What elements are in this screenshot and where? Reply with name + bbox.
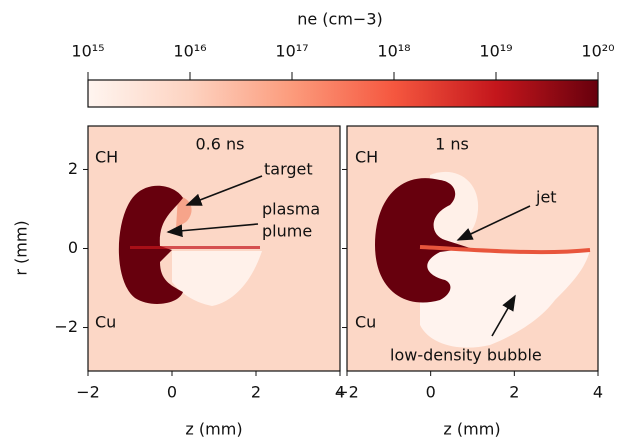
x-tick-label: −2 bbox=[335, 383, 359, 402]
x-axis-label: z (mm) bbox=[185, 420, 242, 439]
x-tick-label: 2 bbox=[251, 383, 261, 402]
colorbar-tick-label: 10¹⁷ bbox=[275, 42, 308, 61]
annotation: low-density bubble bbox=[390, 346, 542, 365]
annotation: plume bbox=[262, 222, 312, 241]
annotation: Cu bbox=[95, 313, 116, 332]
x-tick-label: 2 bbox=[509, 383, 519, 402]
colorbar-tick-label: 10¹⁹ bbox=[479, 42, 512, 61]
colorbar-tick-label: 10¹⁵ bbox=[71, 42, 104, 61]
annotation: CH bbox=[355, 148, 378, 167]
x-tick-label: 0 bbox=[426, 383, 436, 402]
colorbar-label: ne (cm−3) bbox=[297, 10, 383, 29]
annotation: CH bbox=[95, 148, 118, 167]
x-tick-label: 0 bbox=[167, 383, 177, 402]
annotation: target bbox=[264, 160, 313, 179]
y-axis-label: r (mm) bbox=[12, 220, 31, 275]
colorbar-tick-label: 10¹⁶ bbox=[173, 42, 206, 61]
annotation: jet bbox=[535, 188, 557, 207]
y-tick-label: 2 bbox=[68, 159, 78, 178]
x-axis-label: z (mm) bbox=[443, 420, 500, 439]
figure: ne (cm−3) 0.6 ns CH Cu target plasma plu… bbox=[0, 0, 617, 442]
y-tick-label: 0 bbox=[68, 238, 78, 257]
panel-image bbox=[347, 126, 598, 371]
colorbar-tick-label: 10²⁰ bbox=[581, 42, 614, 61]
annotation: Cu bbox=[355, 313, 376, 332]
colorbar-tick-label: 10¹⁸ bbox=[377, 42, 410, 61]
x-tick-label: 4 bbox=[593, 383, 603, 402]
y-tick-label: −2 bbox=[54, 317, 78, 336]
panel-title: 1 ns bbox=[435, 135, 469, 154]
x-tick-label: −2 bbox=[76, 383, 100, 402]
annotation: plasma bbox=[262, 200, 320, 219]
colorbar bbox=[88, 80, 598, 107]
panel-title: 0.6 ns bbox=[195, 135, 244, 154]
